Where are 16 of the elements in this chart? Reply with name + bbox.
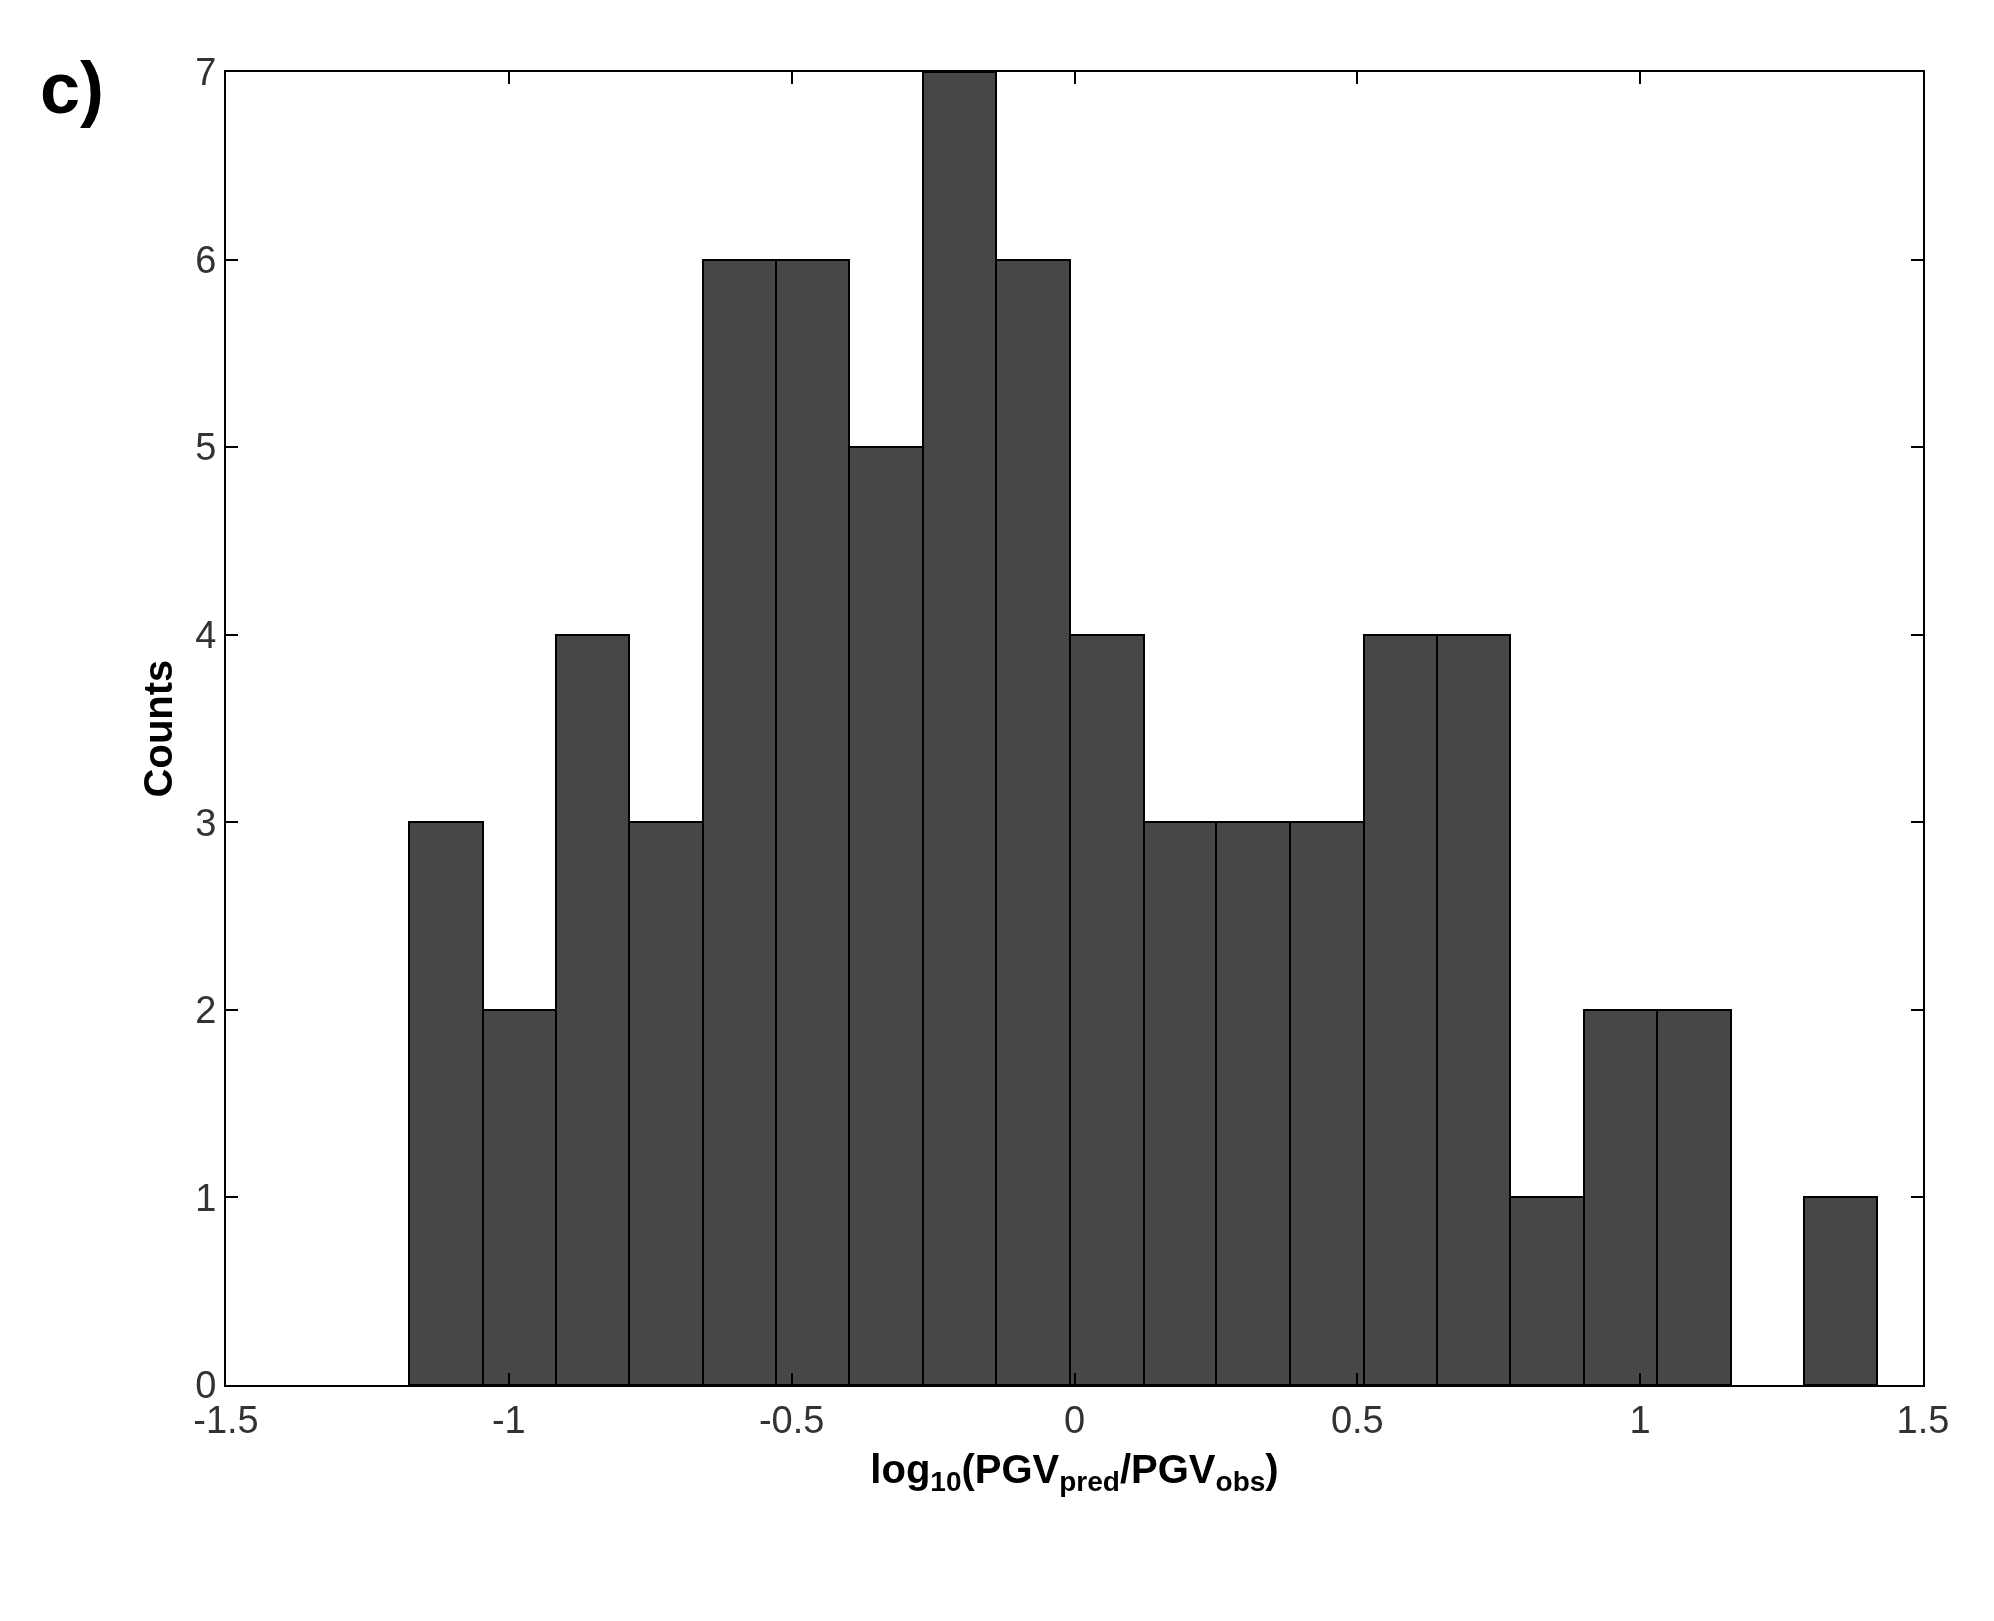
x-tick-label: 1.5 xyxy=(1896,1398,1950,1441)
x-tick-label: 1 xyxy=(1629,1398,1651,1441)
y-tick-label: 6 xyxy=(195,238,217,281)
x-tick-label: -1 xyxy=(491,1398,526,1441)
text: c) xyxy=(40,48,105,128)
x-tick-label: 0 xyxy=(1063,1398,1086,1441)
x-tick-label: 0.5 xyxy=(1330,1398,1384,1441)
y-tick-label: 4 xyxy=(195,614,217,657)
y-axis-title: Counts xyxy=(136,659,181,798)
y-tick-label: 5 xyxy=(195,426,217,469)
x-tick-label: -0.5 xyxy=(758,1398,825,1441)
y-tick-label: 7 xyxy=(195,51,217,94)
y-tick-label: 1 xyxy=(195,1176,217,1219)
y-tick-label: 3 xyxy=(195,801,217,844)
x-axis-title: log$_{10}$(PGV$_{pred}$/PGV$_{obs}$) xyxy=(870,1446,1279,1497)
y-tick-label: 2 xyxy=(195,989,217,1032)
